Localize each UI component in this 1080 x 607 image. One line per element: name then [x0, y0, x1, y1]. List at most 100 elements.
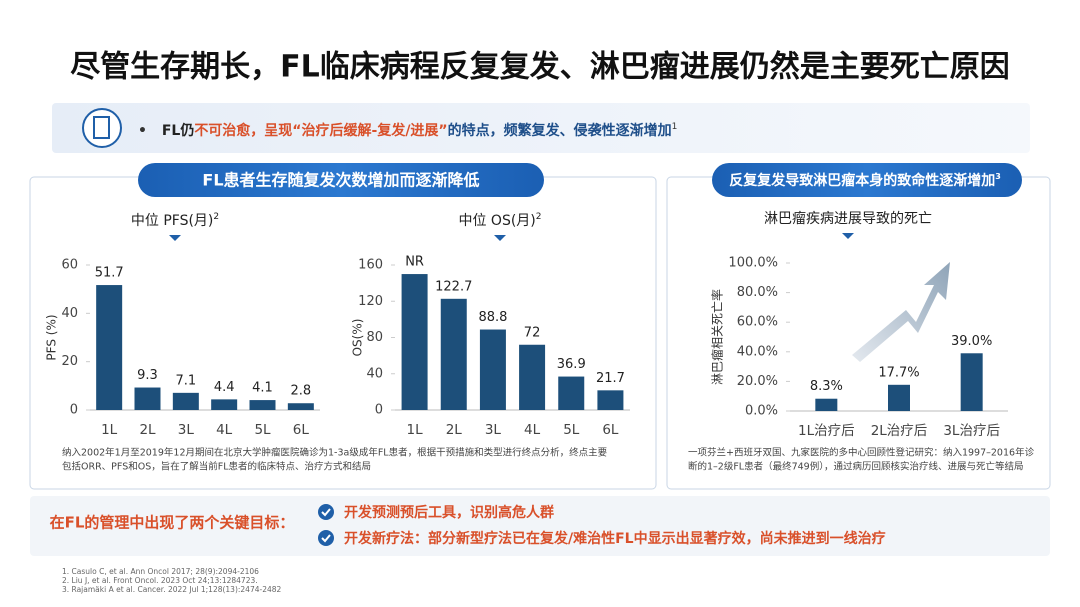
- chart-title-text: 中位 PFS(月): [131, 213, 214, 229]
- check-icon: [318, 530, 334, 546]
- banner: [52, 103, 1030, 153]
- right-heading-text: 反复复发导致淋巴瘤本身的致命性逐渐增加: [729, 172, 995, 189]
- x-tick-label: 1L: [407, 422, 424, 438]
- right-heading-pill: [712, 163, 1022, 197]
- check-mark: [321, 534, 331, 543]
- bar: [249, 400, 276, 410]
- value-label: 21.7: [596, 371, 625, 386]
- x-tick-label: 4L: [216, 422, 233, 438]
- value-label: NR: [405, 255, 424, 270]
- value-label: 36.9: [557, 357, 586, 372]
- y-tick-label: 60.0%: [737, 315, 778, 330]
- y-tick-label: 60: [61, 258, 78, 273]
- goal-item: 开发新疗法：部分新型疗法已在复发/难治性FL中显示出显著疗效，尚未推进到一线治疗: [344, 530, 886, 547]
- y-tick-label: 20.0%: [737, 374, 778, 389]
- x-tick-label: 3L: [178, 422, 195, 438]
- value-label: 88.8: [478, 310, 507, 325]
- trend-arrow: [852, 262, 950, 362]
- y-tick-label: 120: [358, 294, 383, 309]
- x-tick-label: 6L: [293, 422, 310, 438]
- bar: [597, 390, 624, 410]
- y-tick-label: 0.0%: [745, 404, 778, 419]
- ref-mark: 2: [536, 212, 542, 222]
- value-label: 17.7%: [878, 365, 919, 380]
- bar: [960, 353, 983, 411]
- left-note: 包括ORR、PFS和OS，旨在了解当前FL患者的临床特点、治疗方式和结局: [62, 461, 371, 473]
- check-mark: [321, 508, 331, 517]
- chart-title: 中位 OS(月)2: [458, 212, 541, 230]
- bar: [401, 274, 428, 410]
- y-tick-label: 20: [61, 354, 78, 369]
- chart-title: 中位 PFS(月)2: [131, 212, 219, 230]
- bar: [519, 344, 546, 410]
- value-label: 2.8: [290, 384, 311, 399]
- y-axis-label: OS(%): [351, 319, 365, 357]
- chart-title-text: 淋巴瘤疾病进展导致的死亡: [764, 210, 932, 227]
- y-axis-label: PFS (%): [45, 314, 59, 360]
- left-heading-pill: [138, 163, 544, 197]
- bar: [287, 403, 314, 410]
- right-note: 断的1–2级FL患者（最终749例），通过病历回顾核实治疗线、进展与死亡等结局: [688, 461, 1023, 473]
- value-label: 51.7: [95, 266, 124, 281]
- bar: [134, 387, 161, 410]
- value-label: 122.7: [435, 279, 472, 294]
- title-pointer: [842, 233, 854, 239]
- reference: 2. Liu J, et al. Front Oncol. 2023 Oct 2…: [62, 576, 258, 585]
- banner-lead: FL仍: [162, 122, 194, 139]
- x-tick-label: 3L治疗后: [943, 423, 1000, 439]
- ref-mark: 1: [672, 122, 678, 132]
- y-tick-label: 0: [375, 403, 383, 418]
- y-axis-label: 淋巴瘤相关死亡率: [710, 289, 725, 385]
- x-tick-label: 1L: [101, 422, 118, 438]
- banner-text: • FL仍不可治愈，呈现“治疗后缓解-复发/进展”的特点，频繁复发、侵袭性逐渐增…: [138, 122, 677, 140]
- y-tick-label: 160: [358, 258, 383, 273]
- doc-icon: [93, 116, 110, 139]
- banner-icon: [82, 108, 122, 148]
- value-label: 8.3%: [810, 379, 843, 394]
- bar: [440, 298, 467, 410]
- goals-label: 在FL的管理中出现了两个关键目标：: [50, 514, 295, 532]
- banner-rest: 的特点，频繁复发、侵袭性逐渐增加: [448, 122, 672, 139]
- chart-title: 淋巴瘤疾病进展导致的死亡: [764, 210, 932, 227]
- value-label: 39.0%: [951, 334, 992, 349]
- ref-mark: 3: [995, 172, 1001, 181]
- left-heading: FL患者生存随复发次数增加而逐渐降低: [202, 171, 479, 190]
- y-tick-label: 100.0%: [728, 256, 778, 271]
- left-panel: [29, 176, 657, 490]
- reference: 1. Casulo C, et al. Ann Oncol 2017; 28(9…: [62, 567, 259, 576]
- x-tick-label: 2L: [446, 422, 463, 438]
- value-label: 72: [524, 325, 541, 340]
- x-tick-label: 1L治疗后: [798, 423, 855, 439]
- goal-item: 开发预测预后工具，识别高危人群: [344, 504, 554, 521]
- value-label: 4.1: [252, 381, 273, 396]
- x-tick-label: 2L: [139, 422, 156, 438]
- slide-title: 尽管生存期长，FL临床病程反复复发、淋巴瘤进展仍然是主要死亡原因: [70, 50, 1010, 85]
- title-pointer: [169, 235, 181, 241]
- value-label: 4.4: [214, 380, 235, 395]
- bar: [172, 392, 199, 410]
- left-note: 纳入2002年1月至2019年12月期间在北京大学肿瘤医院确诊为1-3a级成年F…: [62, 447, 607, 459]
- value-label: 9.3: [137, 368, 158, 383]
- bar: [96, 285, 123, 410]
- bar: [558, 376, 585, 410]
- right-heading: 反复复发导致淋巴瘤本身的致命性逐渐增加3: [729, 172, 1001, 190]
- y-tick-label: 40: [366, 366, 383, 381]
- y-tick-label: 80: [366, 330, 383, 345]
- chart-title-text: 中位 OS(月): [458, 213, 535, 229]
- bar: [211, 399, 238, 410]
- right-note: 一项芬兰+西班牙双国、九家医院的多中心回顾性登记研究：纳入1997–2016年诊: [688, 447, 1035, 459]
- check-icon: [318, 504, 334, 520]
- x-tick-label: 5L: [563, 422, 580, 438]
- x-tick-label: 5L: [254, 422, 271, 438]
- goals-box: [30, 496, 1050, 556]
- bar: [479, 329, 506, 410]
- y-tick-label: 0: [70, 403, 78, 418]
- x-tick-label: 6L: [602, 422, 619, 438]
- y-tick-label: 40.0%: [737, 344, 778, 359]
- ref-mark: 2: [213, 212, 219, 222]
- title-pointer: [494, 235, 506, 241]
- x-tick-label: 3L: [485, 422, 502, 438]
- reference: 3. Rajamäki A et al. Cancer. 2022 Jul 1;…: [62, 585, 282, 594]
- bar: [888, 384, 910, 411]
